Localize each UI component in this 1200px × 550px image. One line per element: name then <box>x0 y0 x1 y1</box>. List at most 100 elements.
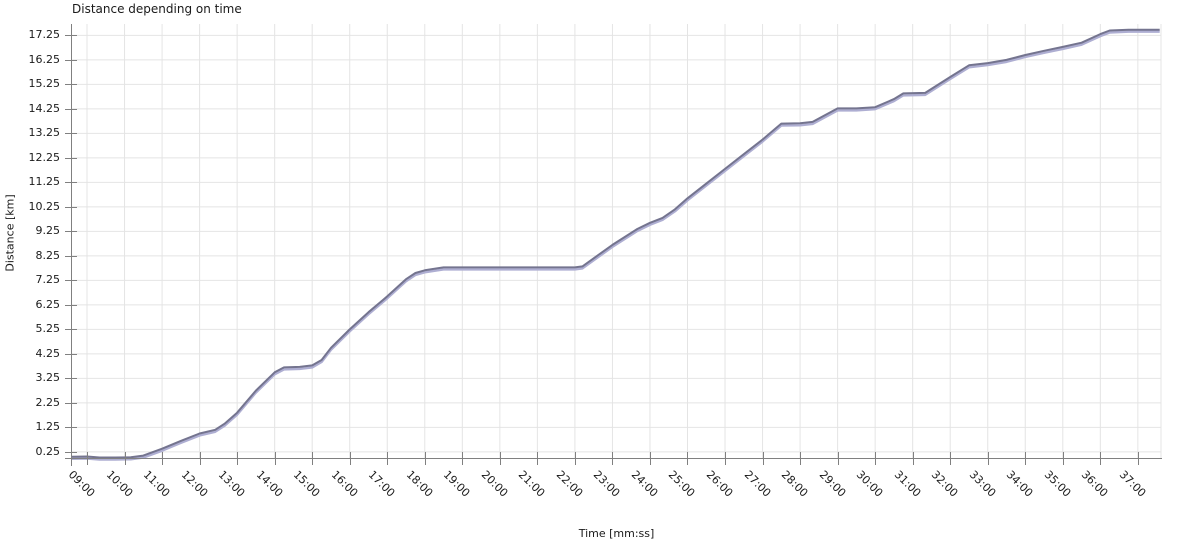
y-tick-label: 0.25 <box>35 445 61 458</box>
x-tick-label: 32:00 <box>928 468 961 500</box>
x-tick-label: 35:00 <box>1041 468 1074 500</box>
y-tick-mark <box>65 231 77 232</box>
y-axis-line <box>71 24 72 466</box>
x-tick-label: 14:00 <box>253 468 286 500</box>
x-tick-label: 18:00 <box>403 468 436 500</box>
y-tick-label: 15.25 <box>28 77 61 90</box>
y-tick-mark <box>65 256 77 257</box>
y-tick-label: 8.25 <box>35 249 61 262</box>
y-tick-label: 13.25 <box>28 126 61 139</box>
x-tick-label: 15:00 <box>290 468 323 500</box>
y-tick-mark <box>65 403 77 404</box>
x-tick-label: 11:00 <box>140 468 173 500</box>
y-tick-label: 17.25 <box>28 28 61 41</box>
x-tick-label: 36:00 <box>1078 468 1111 500</box>
y-tick-mark <box>65 207 77 208</box>
x-tick-label: 23:00 <box>590 468 623 500</box>
x-tick-mark <box>425 452 426 465</box>
x-tick-label: 20:00 <box>478 468 511 500</box>
y-tick-mark <box>65 109 77 110</box>
x-tick-label: 17:00 <box>365 468 398 500</box>
series-line-shadow <box>71 30 1160 461</box>
y-tick-mark <box>65 158 77 159</box>
y-tick-mark <box>65 378 77 379</box>
x-tick-mark <box>800 452 801 465</box>
y-tick-mark <box>65 60 77 61</box>
y-tick-label: 10.25 <box>28 200 61 213</box>
x-tick-label: 33:00 <box>966 468 999 500</box>
y-tick-mark <box>65 354 77 355</box>
y-tick-label: 1.25 <box>35 420 61 433</box>
x-tick-label: 16:00 <box>328 468 361 500</box>
x-tick-label: 26:00 <box>703 468 736 500</box>
x-tick-mark <box>87 452 88 465</box>
x-tick-mark <box>350 452 351 465</box>
x-tick-label: 13:00 <box>215 468 248 500</box>
x-tick-mark <box>1138 452 1139 465</box>
x-tick-mark <box>838 452 839 465</box>
y-tick-label: 11.25 <box>28 175 61 188</box>
y-tick-mark <box>65 305 77 306</box>
x-tick-label: 34:00 <box>1003 468 1036 500</box>
y-tick-label: 16.25 <box>28 53 61 66</box>
y-tick-mark <box>65 182 77 183</box>
x-tick-label: 10:00 <box>103 468 136 500</box>
y-tick-mark <box>65 84 77 85</box>
y-tick-mark <box>65 427 77 428</box>
y-tick-mark <box>65 452 77 453</box>
x-tick-mark <box>162 452 163 465</box>
y-tick-label: 3.25 <box>35 371 61 384</box>
x-tick-mark <box>462 452 463 465</box>
x-tick-mark <box>612 452 613 465</box>
y-tick-mark <box>65 329 77 330</box>
x-tick-label: 31:00 <box>891 468 924 500</box>
x-tick-mark <box>1063 452 1064 465</box>
y-tick-label: 5.25 <box>35 322 61 335</box>
x-tick-mark <box>988 452 989 465</box>
y-tick-mark <box>65 133 77 134</box>
x-tick-label: 19:00 <box>440 468 473 500</box>
y-tick-label: 6.25 <box>35 298 61 311</box>
x-tick-mark <box>1025 452 1026 465</box>
x-tick-mark <box>875 452 876 465</box>
x-tick-mark <box>687 452 688 465</box>
x-tick-label: 28:00 <box>778 468 811 500</box>
y-tick-label: 12.25 <box>28 151 61 164</box>
x-tick-mark <box>237 452 238 465</box>
x-axis-line <box>65 458 1162 459</box>
x-tick-label: 09:00 <box>65 468 98 500</box>
x-tick-label: 22:00 <box>553 468 586 500</box>
x-axis-title: Time [mm:ss] <box>578 527 655 540</box>
x-tick-mark <box>125 452 126 465</box>
x-tick-label: 21:00 <box>515 468 548 500</box>
y-tick-mark <box>65 280 77 281</box>
x-tick-mark <box>387 452 388 465</box>
x-tick-label: 29:00 <box>816 468 849 500</box>
x-tick-mark <box>275 452 276 465</box>
x-tick-mark <box>537 452 538 465</box>
y-tick-label: 4.25 <box>35 347 61 360</box>
y-tick-label: 2.25 <box>35 396 61 409</box>
x-tick-label: 37:00 <box>1116 468 1149 500</box>
x-tick-label: 12:00 <box>178 468 211 500</box>
x-tick-mark <box>312 452 313 465</box>
chart-title: Distance depending on time <box>72 2 242 16</box>
x-tick-label: 25:00 <box>665 468 698 500</box>
x-tick-mark <box>1100 452 1101 465</box>
x-tick-label: 27:00 <box>741 468 774 500</box>
x-tick-mark <box>200 452 201 465</box>
x-tick-mark <box>913 452 914 465</box>
series-line <box>71 28 1160 459</box>
x-tick-label: 24:00 <box>628 468 661 500</box>
y-tick-label: 14.25 <box>28 102 61 115</box>
x-tick-label: 30:00 <box>853 468 886 500</box>
x-tick-mark <box>500 452 501 465</box>
x-tick-mark <box>763 452 764 465</box>
x-tick-mark <box>650 452 651 465</box>
x-tick-mark <box>950 452 951 465</box>
x-tick-mark <box>725 452 726 465</box>
y-tick-label: 9.25 <box>35 224 61 237</box>
y-tick-mark <box>65 35 77 36</box>
y-tick-label: 7.25 <box>35 273 61 286</box>
